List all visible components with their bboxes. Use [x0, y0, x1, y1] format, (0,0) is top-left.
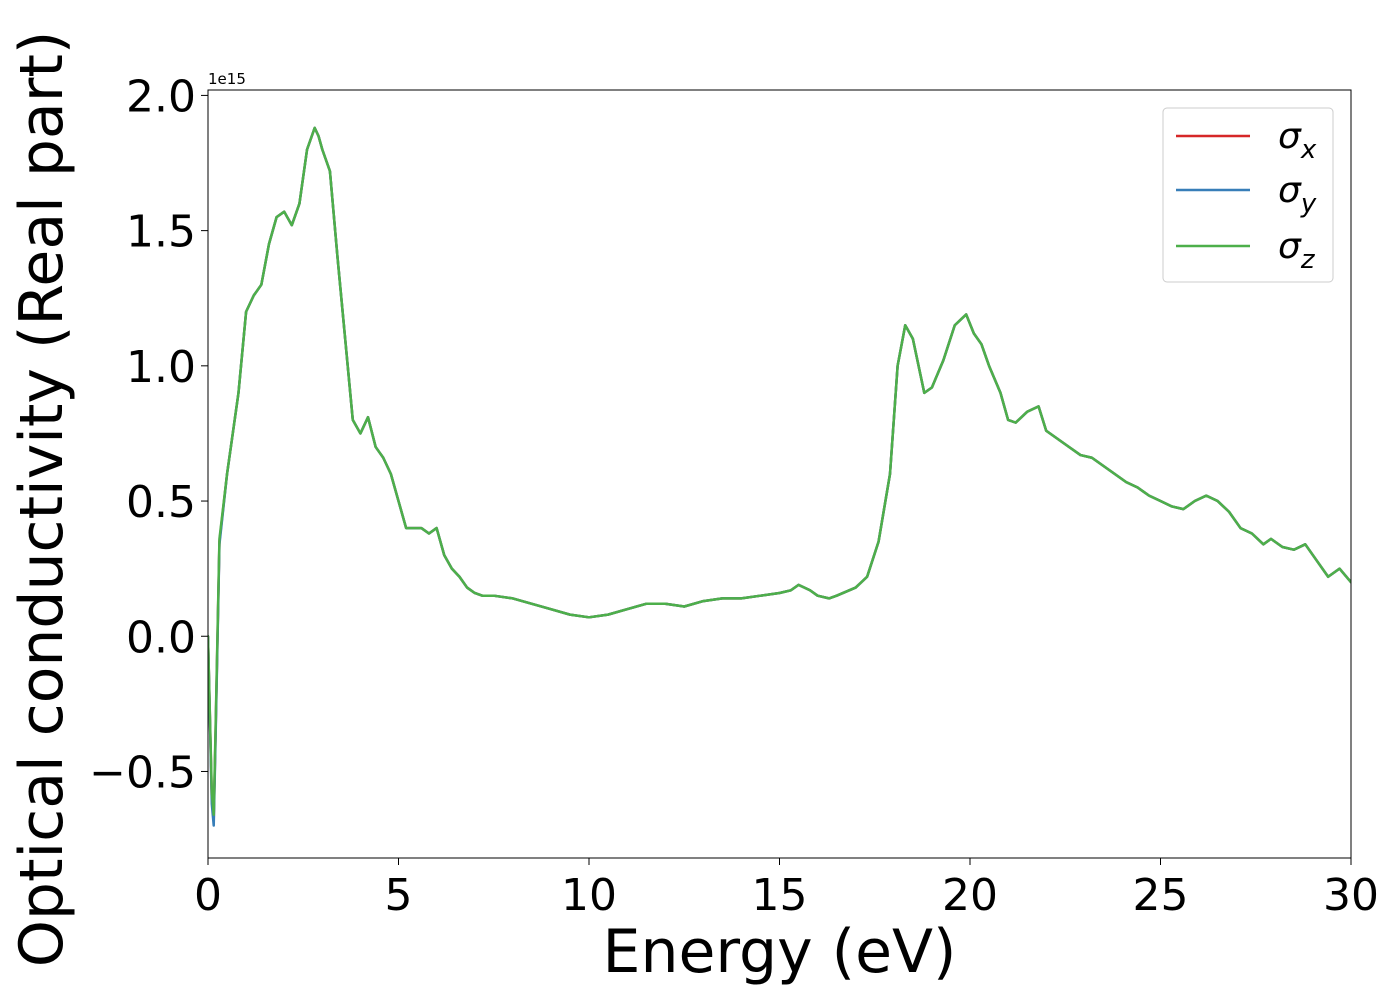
x-tick-label: 10 [561, 870, 617, 921]
y-axis-ticks: −0.5 0.0 0.5 1.0 1.5 2.0 [89, 71, 208, 798]
legend-subscript: x [1300, 135, 1317, 165]
y-tick-label: 1.0 [126, 342, 196, 393]
legend-entry-label: σx [1278, 116, 1317, 165]
legend-symbol: σ [1278, 226, 1302, 267]
legend-symbol: σ [1278, 116, 1302, 157]
x-tick-label: 0 [194, 870, 222, 921]
legend-box [1162, 107, 1334, 283]
legend-entry-label: σz [1278, 226, 1316, 275]
y-tick-label: 0.0 [126, 612, 196, 663]
legend-subscript: z [1300, 245, 1316, 275]
y-tick-label: 1.5 [126, 207, 196, 258]
series-layer [208, 126, 1351, 827]
x-axis-ticks: 0 5 10 15 20 25 30 [194, 858, 1379, 921]
y-tick-label: −0.5 [89, 747, 196, 798]
series-line-sigma-z [208, 126, 1351, 816]
legend-subscript: y [1300, 189, 1317, 219]
x-tick-label: 15 [752, 870, 808, 921]
x-tick-label: 30 [1323, 870, 1379, 921]
y-tick-label: 0.5 [126, 477, 196, 528]
x-tick-label: 20 [942, 870, 998, 921]
y-axis-offset-label: 1e15 [208, 70, 246, 88]
x-tick-label: 5 [385, 870, 413, 921]
x-axis-label: Energy (eV) [603, 917, 957, 987]
y-tick-label: 2.0 [126, 71, 196, 122]
legend-entry-label: σy [1278, 170, 1317, 219]
x-tick-label: 25 [1133, 870, 1189, 921]
legend-symbol: σ [1278, 170, 1302, 211]
y-axis-label: Optical conductivity (Real part) [7, 31, 77, 968]
